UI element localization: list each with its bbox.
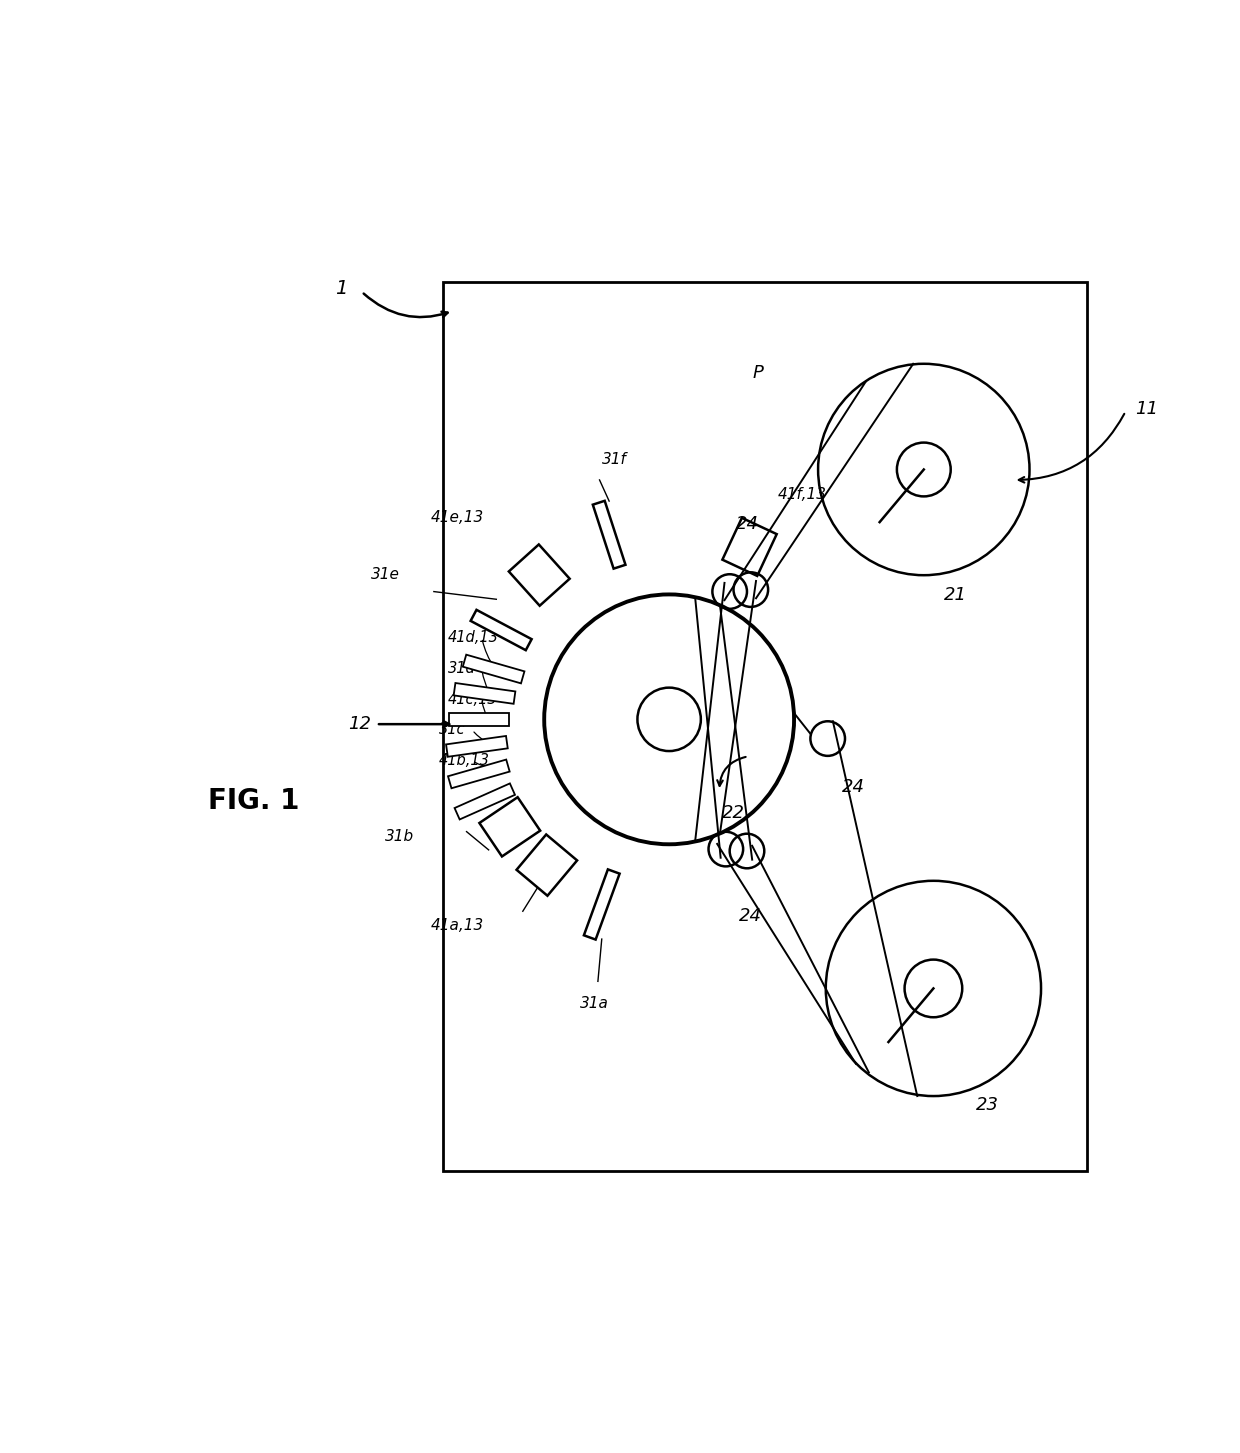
Polygon shape	[448, 760, 510, 789]
Text: FIG. 1: FIG. 1	[208, 788, 299, 815]
Text: 24: 24	[842, 777, 866, 796]
Polygon shape	[593, 501, 625, 568]
Text: 41a,13: 41a,13	[432, 918, 485, 933]
Text: 12: 12	[348, 715, 371, 734]
Text: 41f,13: 41f,13	[777, 487, 827, 501]
Polygon shape	[471, 610, 532, 649]
Text: 31f: 31f	[603, 452, 627, 468]
Text: 41e,13: 41e,13	[432, 510, 484, 525]
Text: 31e: 31e	[371, 567, 401, 583]
Text: 21: 21	[944, 586, 967, 604]
Text: 41d,13: 41d,13	[448, 631, 498, 645]
Polygon shape	[446, 737, 507, 757]
Text: 41c,13: 41c,13	[448, 692, 497, 706]
Text: 22: 22	[722, 804, 745, 822]
Text: 31c: 31c	[439, 722, 465, 738]
Text: 1: 1	[335, 279, 347, 298]
Text: 11: 11	[1136, 400, 1158, 418]
Polygon shape	[463, 655, 525, 683]
Text: 24: 24	[737, 516, 759, 533]
Text: P: P	[753, 365, 763, 382]
Polygon shape	[449, 713, 510, 725]
Bar	[444, 282, 1087, 1171]
Text: 31d: 31d	[448, 661, 476, 676]
Text: 31b: 31b	[384, 830, 414, 844]
Polygon shape	[455, 783, 515, 819]
Text: 41b,13: 41b,13	[439, 753, 490, 769]
Polygon shape	[584, 869, 620, 940]
Text: 24: 24	[739, 907, 763, 926]
Text: 23: 23	[976, 1096, 998, 1114]
Text: 31a: 31a	[579, 995, 609, 1011]
Polygon shape	[454, 683, 516, 703]
